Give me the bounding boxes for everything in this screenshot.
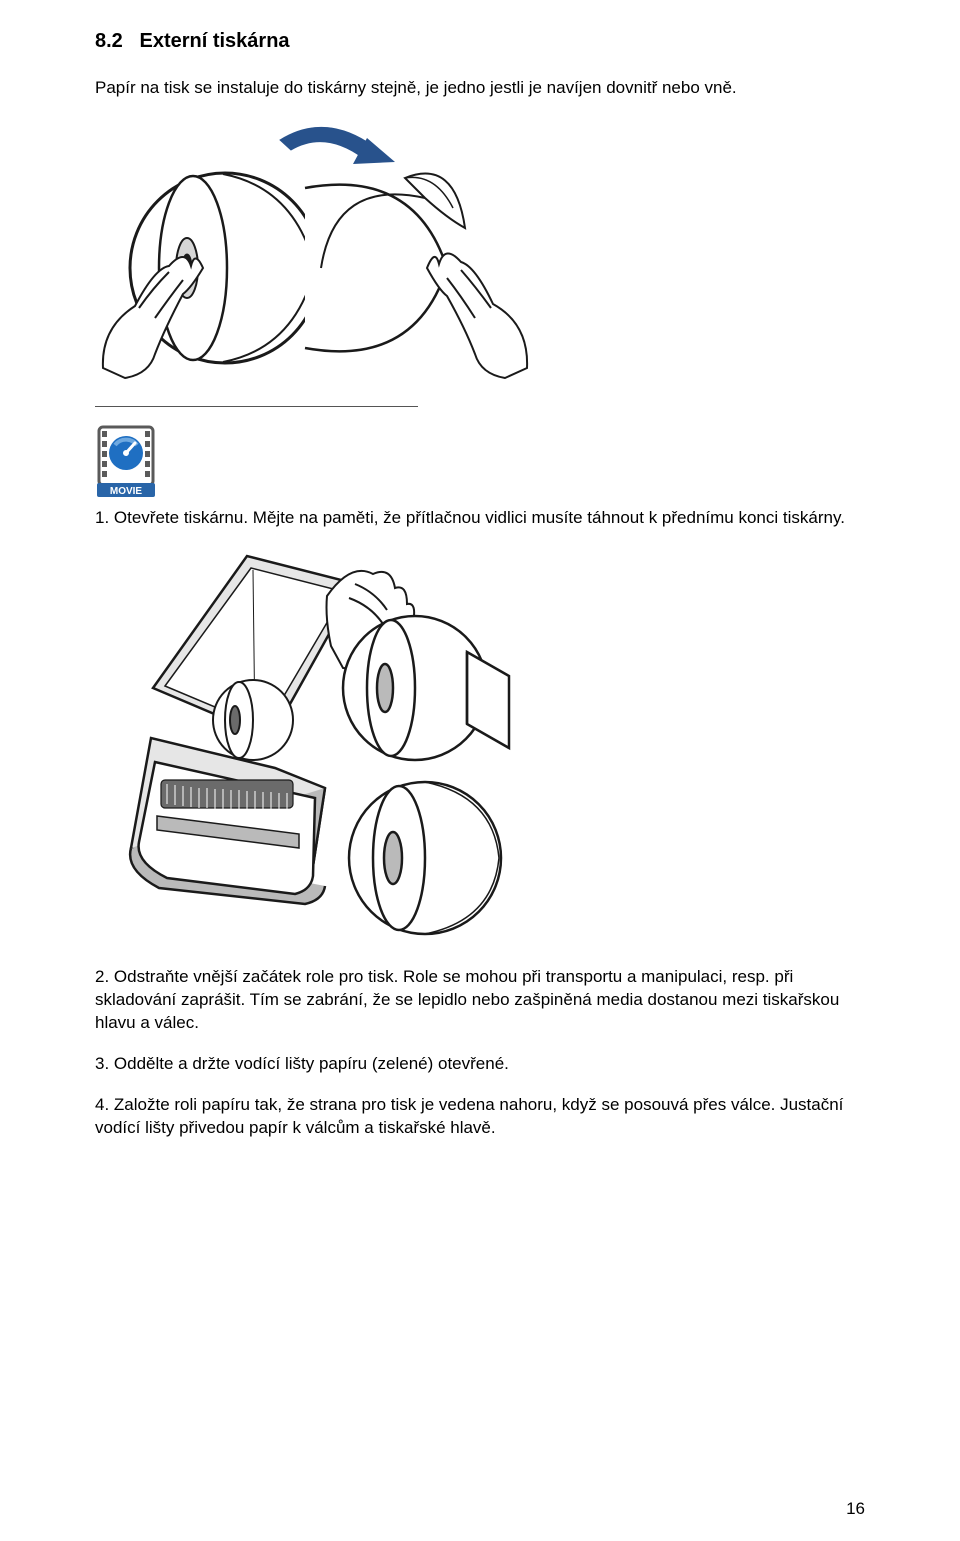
figure-printer-rolls — [95, 548, 535, 948]
step-4: 4. Založte roli papíru tak, že strana pr… — [95, 1094, 865, 1140]
intro-paragraph: Papír na tisk se instaluje do tiskárny s… — [95, 77, 865, 100]
section-number: 8.2 — [95, 30, 123, 52]
section-heading: 8.2 Externí tiskárna — [95, 30, 865, 53]
step-2: 2. Odstraňte vnější začátek role pro tis… — [95, 966, 865, 1035]
figure-divider — [95, 406, 418, 407]
step-3: 3. Oddělte a držte vodící lišty papíru (… — [95, 1053, 865, 1076]
movie-icon: MOVIE — [95, 423, 157, 499]
figure-load-roll — [95, 118, 535, 388]
section-title: Externí tiskárna — [139, 30, 289, 52]
movie-icon-label: MOVIE — [110, 486, 143, 497]
step-1: 1. Otevřete tiskárnu. Mějte na paměti, ž… — [95, 507, 865, 530]
page-number: 16 — [846, 1499, 865, 1519]
